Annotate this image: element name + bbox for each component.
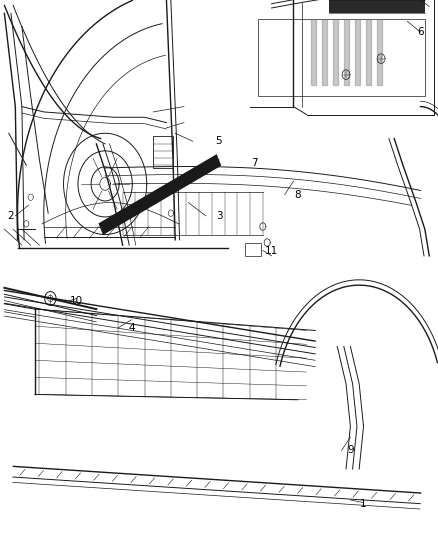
Text: 3: 3 xyxy=(215,211,223,221)
Text: 11: 11 xyxy=(265,246,278,255)
Text: 8: 8 xyxy=(294,190,301,199)
Bar xyxy=(245,243,261,256)
Text: 6: 6 xyxy=(417,27,424,37)
Bar xyxy=(258,19,425,96)
Text: 2: 2 xyxy=(7,211,14,221)
Text: 1: 1 xyxy=(360,499,367,508)
Text: 7: 7 xyxy=(251,158,258,167)
Text: 10: 10 xyxy=(70,296,83,306)
Text: 4: 4 xyxy=(128,323,135,333)
Bar xyxy=(153,136,173,168)
Text: 9: 9 xyxy=(347,446,354,455)
Text: 5: 5 xyxy=(215,136,223,146)
Polygon shape xyxy=(99,154,221,235)
Bar xyxy=(328,0,425,13)
